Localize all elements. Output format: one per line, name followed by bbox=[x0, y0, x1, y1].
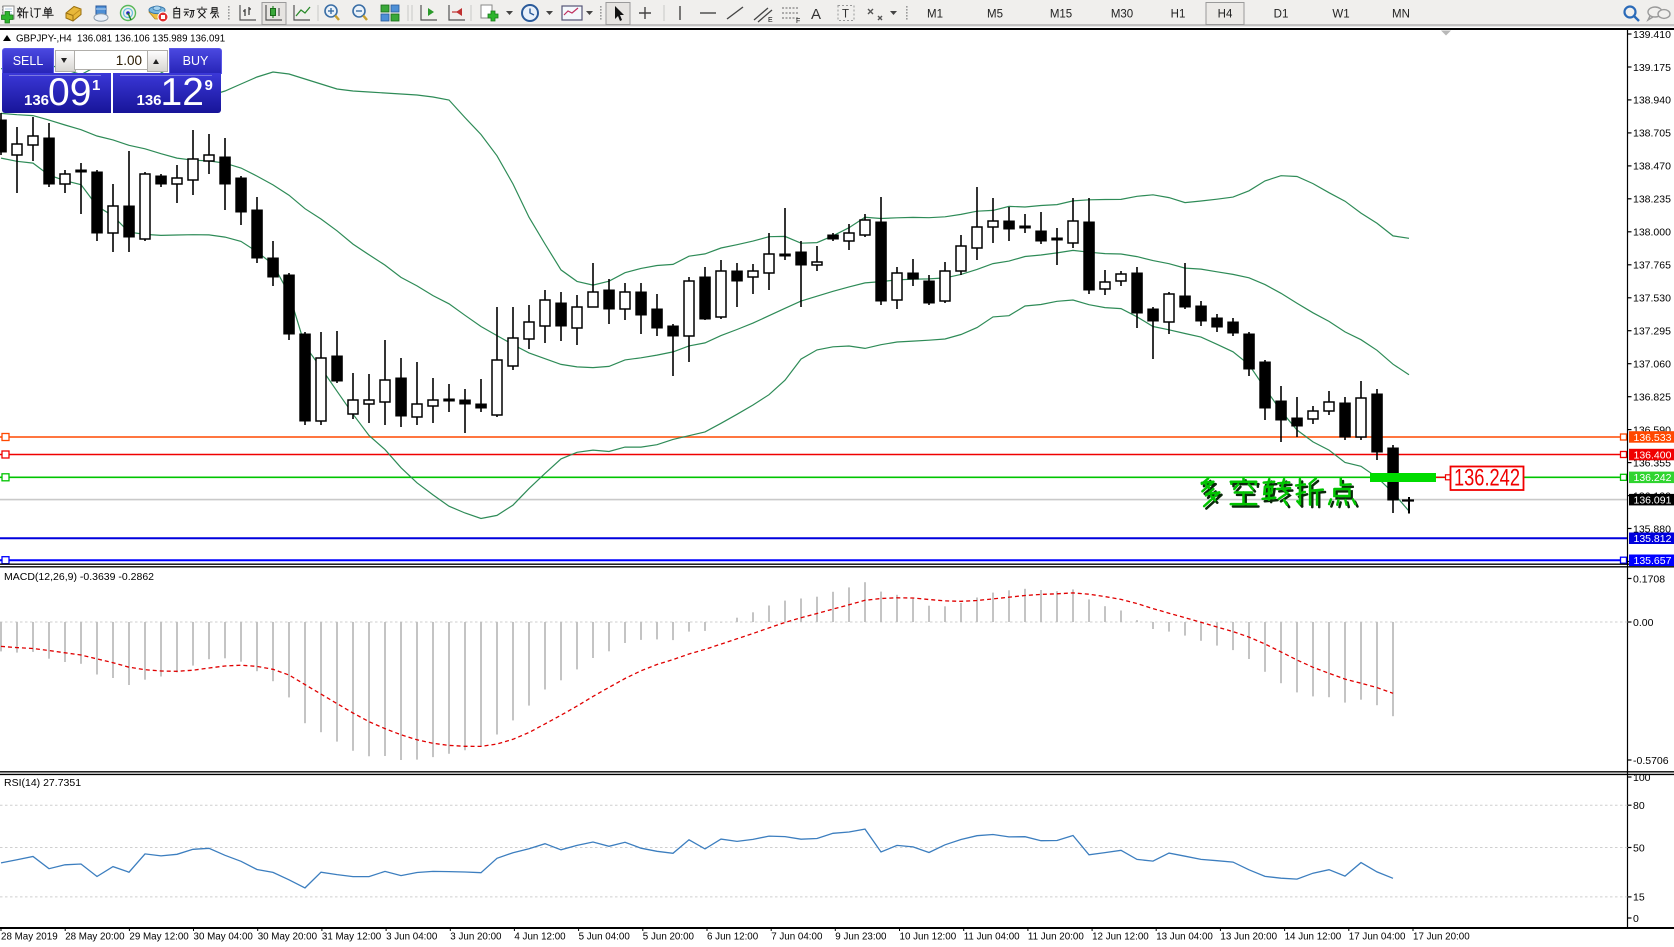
svg-text:0: 0 bbox=[1633, 913, 1639, 925]
svg-text:W1: W1 bbox=[1332, 9, 1349, 21]
svg-text:28 May 20:00: 28 May 20:00 bbox=[65, 932, 125, 943]
svg-text:14 Jun 12:00: 14 Jun 12:00 bbox=[1285, 932, 1342, 943]
svg-text:T: T bbox=[842, 9, 849, 21]
svg-text:9 Jun 23:00: 9 Jun 23:00 bbox=[835, 932, 887, 943]
svg-text:80: 80 bbox=[1633, 800, 1645, 812]
svg-text:F: F bbox=[796, 18, 800, 25]
svg-text:136.242: 136.242 bbox=[1454, 465, 1520, 492]
svg-text:139.175: 139.175 bbox=[1633, 62, 1671, 74]
svg-text:H4: H4 bbox=[1218, 9, 1233, 21]
svg-text:M1: M1 bbox=[927, 9, 943, 21]
svg-text:137.295: 137.295 bbox=[1633, 326, 1671, 338]
svg-text:13 Jun 20:00: 13 Jun 20:00 bbox=[1220, 932, 1277, 943]
svg-text:30 May 20:00: 30 May 20:00 bbox=[258, 932, 318, 943]
svg-text:138.000: 138.000 bbox=[1633, 227, 1671, 239]
svg-text:135.657: 135.657 bbox=[1634, 555, 1672, 567]
svg-text:136.825: 136.825 bbox=[1633, 392, 1671, 404]
svg-text:135.812: 135.812 bbox=[1634, 533, 1672, 545]
svg-text:29 May 12:00: 29 May 12:00 bbox=[129, 932, 189, 943]
svg-text:MACD(12,26,9) -0.3639 -0.2862: MACD(12,26,9) -0.3639 -0.2862 bbox=[4, 571, 154, 583]
svg-text:138.235: 138.235 bbox=[1633, 194, 1671, 206]
svg-text:M30: M30 bbox=[1111, 9, 1133, 21]
svg-text:17 Jun 04:00: 17 Jun 04:00 bbox=[1349, 932, 1406, 943]
svg-text:138.940: 138.940 bbox=[1633, 95, 1671, 107]
svg-text:137.530: 137.530 bbox=[1633, 293, 1671, 305]
svg-text:137.060: 137.060 bbox=[1633, 359, 1671, 371]
svg-text:136.533: 136.533 bbox=[1634, 432, 1672, 444]
svg-text:A: A bbox=[811, 6, 821, 23]
svg-text:MN: MN bbox=[1392, 9, 1410, 21]
svg-text:137.765: 137.765 bbox=[1633, 260, 1671, 272]
svg-text:136.355: 136.355 bbox=[1633, 457, 1671, 469]
svg-text:0.1708: 0.1708 bbox=[1633, 573, 1665, 585]
svg-text:RSI(14) 27.7351: RSI(14) 27.7351 bbox=[4, 777, 81, 789]
svg-text:28 May 2019: 28 May 2019 bbox=[1, 932, 58, 943]
svg-text:11 Jun 20:00: 11 Jun 20:00 bbox=[1028, 932, 1084, 943]
svg-text:17 Jun 20:00: 17 Jun 20:00 bbox=[1413, 932, 1470, 943]
svg-text:M15: M15 bbox=[1050, 9, 1072, 21]
svg-text:3 Jun 04:00: 3 Jun 04:00 bbox=[386, 932, 438, 943]
svg-text:138.705: 138.705 bbox=[1633, 128, 1671, 140]
svg-text:15: 15 bbox=[1633, 892, 1645, 904]
svg-text:50: 50 bbox=[1633, 842, 1645, 854]
svg-text:E: E bbox=[768, 17, 773, 24]
svg-text:10 Jun 12:00: 10 Jun 12:00 bbox=[900, 932, 957, 943]
svg-text:0.00: 0.00 bbox=[1633, 617, 1654, 629]
svg-text:30 May 04:00: 30 May 04:00 bbox=[194, 932, 254, 943]
svg-text:4 Jun 12:00: 4 Jun 12:00 bbox=[514, 932, 566, 943]
svg-text:13 Jun 04:00: 13 Jun 04:00 bbox=[1156, 932, 1213, 943]
svg-text:M5: M5 bbox=[987, 9, 1003, 21]
svg-text:5 Jun 04:00: 5 Jun 04:00 bbox=[579, 932, 631, 943]
svg-text:100: 100 bbox=[1633, 772, 1651, 784]
svg-text:135.880: 135.880 bbox=[1633, 523, 1671, 535]
svg-text:H1: H1 bbox=[1171, 9, 1186, 21]
svg-text:136.400: 136.400 bbox=[1634, 449, 1672, 461]
svg-text:D1: D1 bbox=[1274, 9, 1289, 21]
svg-text:6 Jun 12:00: 6 Jun 12:00 bbox=[707, 932, 759, 943]
svg-text:GBPJPY-,H4 136.081 136.106 13: GBPJPY-,H4 136.081 136.106 135.989 136.0… bbox=[16, 34, 225, 45]
svg-text:136.091: 136.091 bbox=[1634, 494, 1672, 506]
svg-text:138.470: 138.470 bbox=[1633, 161, 1671, 173]
svg-text:-0.5706: -0.5706 bbox=[1633, 755, 1669, 767]
svg-text:139.410: 139.410 bbox=[1633, 29, 1671, 41]
svg-text:7 Jun 04:00: 7 Jun 04:00 bbox=[771, 932, 823, 943]
svg-text:11 Jun 04:00: 11 Jun 04:00 bbox=[964, 932, 1020, 943]
svg-text:12 Jun 12:00: 12 Jun 12:00 bbox=[1092, 932, 1149, 943]
svg-text:136.242: 136.242 bbox=[1634, 472, 1672, 484]
svg-text:31 May 12:00: 31 May 12:00 bbox=[322, 932, 382, 943]
svg-text:5 Jun 20:00: 5 Jun 20:00 bbox=[643, 932, 695, 943]
svg-text:3 Jun 20:00: 3 Jun 20:00 bbox=[450, 932, 502, 943]
